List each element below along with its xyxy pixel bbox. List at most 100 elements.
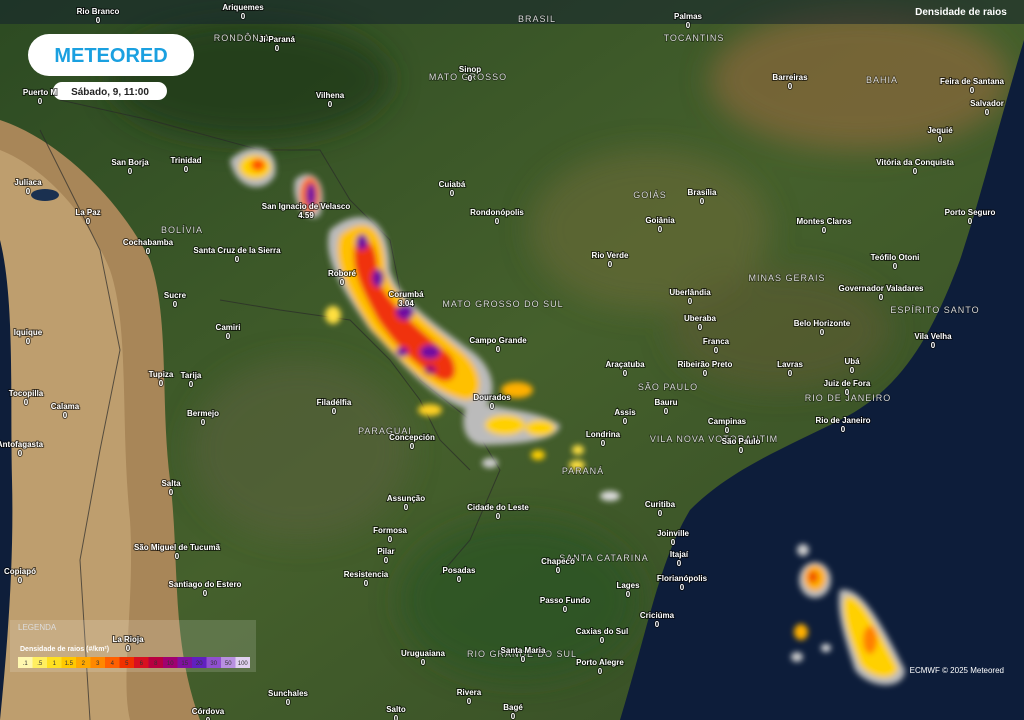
place-name: Porto Seguro: [945, 208, 996, 217]
place-name: Campo Grande: [469, 336, 527, 345]
place-name: Uruguaiana: [401, 649, 446, 658]
legend-swatch: [235, 657, 250, 668]
place-value: 0: [328, 100, 333, 109]
time-pill[interactable]: [53, 82, 167, 100]
place-name: Jequié: [927, 126, 953, 135]
place-name: Chapecó: [541, 557, 575, 566]
legend-label: 20: [196, 661, 203, 667]
place-value: 0: [206, 716, 211, 720]
place-value: 0: [931, 341, 936, 350]
legend-label: .5: [37, 661, 43, 667]
pacific: [0, 240, 13, 720]
place-name: Rondonópolis: [470, 208, 524, 217]
place-name: Posadas: [443, 566, 476, 575]
region-label: MATO GROSSO: [429, 72, 507, 82]
legend-swatch: [32, 657, 47, 668]
place-name: Puerto M: [23, 88, 58, 97]
place-value: 0: [286, 698, 291, 707]
place-name: Calama: [51, 402, 80, 411]
place-value: 0: [686, 21, 691, 30]
place-value: 0: [189, 380, 194, 389]
place-value: 0: [468, 74, 473, 83]
legend-label: 8: [154, 661, 158, 667]
region-label: RIO GRANDE DO SUL: [467, 649, 577, 659]
place-value: 0: [623, 417, 628, 426]
place-name: Tarija: [181, 371, 202, 380]
place-name: Camiri: [216, 323, 241, 332]
place-value: 0: [18, 449, 23, 458]
place-name: Sucre: [164, 291, 187, 300]
place-value: 0: [496, 345, 501, 354]
place-value: 0: [26, 187, 31, 196]
place-value: 0: [664, 407, 669, 416]
place-value: 0: [340, 278, 345, 287]
region-label: SÃO PAULO: [638, 382, 698, 392]
place-value: 0: [38, 97, 43, 106]
place-value: 0: [203, 589, 208, 598]
logo-pill[interactable]: [28, 34, 194, 76]
place-name: Salto: [386, 705, 406, 714]
place-value: 0: [563, 605, 568, 614]
place-value: 0: [677, 559, 682, 568]
region-label: MATO GROSSO DO SUL: [442, 299, 563, 309]
place-name: La Rioja: [112, 635, 144, 644]
layer-name[interactable]: Densidade de raios: [915, 7, 1007, 18]
region-label: PARAGUAI: [358, 426, 412, 436]
region-label: BAHIA: [866, 75, 898, 85]
place-value: 0: [700, 197, 705, 206]
place-value: 0: [623, 369, 628, 378]
place-value: 0: [495, 217, 500, 226]
place-name: Porto Alegre: [576, 658, 624, 667]
legend-swatch: [47, 657, 62, 668]
legend-swatch: [119, 657, 134, 668]
place-name: Rio de Janeiro: [815, 416, 870, 425]
place-value: 0: [598, 667, 603, 676]
place-name: Lages: [616, 581, 640, 590]
place-value: 0: [601, 439, 606, 448]
place-value: 0: [822, 226, 827, 235]
place-value: 0: [845, 388, 850, 397]
place-name: San Ignacio de Velasco: [262, 202, 351, 211]
place-name: Vilhena: [316, 91, 345, 100]
place-value: 0: [688, 297, 693, 306]
place-name: Dourados: [473, 393, 511, 402]
place-value: 0: [658, 225, 663, 234]
place-name: Brasília: [688, 188, 717, 197]
logo[interactable]: METEORED: [54, 45, 167, 67]
place-name: Curitiba: [645, 500, 676, 509]
place-value: 0: [421, 658, 426, 667]
place-value: 0: [671, 538, 676, 547]
legend-label: 50: [225, 661, 232, 667]
place-name: Resistencia: [344, 570, 389, 579]
place-value: 0: [913, 167, 918, 176]
place-name: São Miguel de Tucumã: [134, 543, 221, 552]
place-name: Juliaca: [14, 178, 42, 187]
place-name: São Paulo: [722, 437, 761, 446]
time[interactable]: Sábado, 9, 11:00: [71, 87, 149, 98]
place-value: 0: [703, 369, 708, 378]
region-label: RIO DE JANEIRO: [805, 393, 892, 403]
place-name: Itajaí: [670, 550, 689, 559]
place-value: 0: [850, 366, 855, 375]
legend-label: 15: [181, 661, 188, 667]
place-value: 0: [879, 293, 884, 302]
place-value: 0: [608, 260, 613, 269]
place-name: Barreiras: [772, 73, 808, 82]
place-name: Caxias do Sul: [576, 627, 628, 636]
place-name: Cidade do Leste: [467, 503, 529, 512]
place-value: 0: [450, 189, 455, 198]
region-label: SANTA CATARINA: [559, 553, 649, 563]
place-value: 0: [235, 255, 240, 264]
place-value: 0: [698, 323, 703, 332]
place-value: 0: [714, 346, 719, 355]
legend-label: 6: [140, 661, 144, 667]
region-label: MINAS GERAIS: [748, 273, 825, 283]
place-name: Vila Velha: [914, 332, 952, 341]
legend-label: 10: [167, 661, 174, 667]
place-name: Lavras: [777, 360, 803, 369]
place-name: Filadélfia: [317, 398, 352, 407]
place-value: 0: [968, 217, 973, 226]
legend-swatch: [105, 657, 120, 668]
place-name: Governador Valadares: [839, 284, 924, 293]
